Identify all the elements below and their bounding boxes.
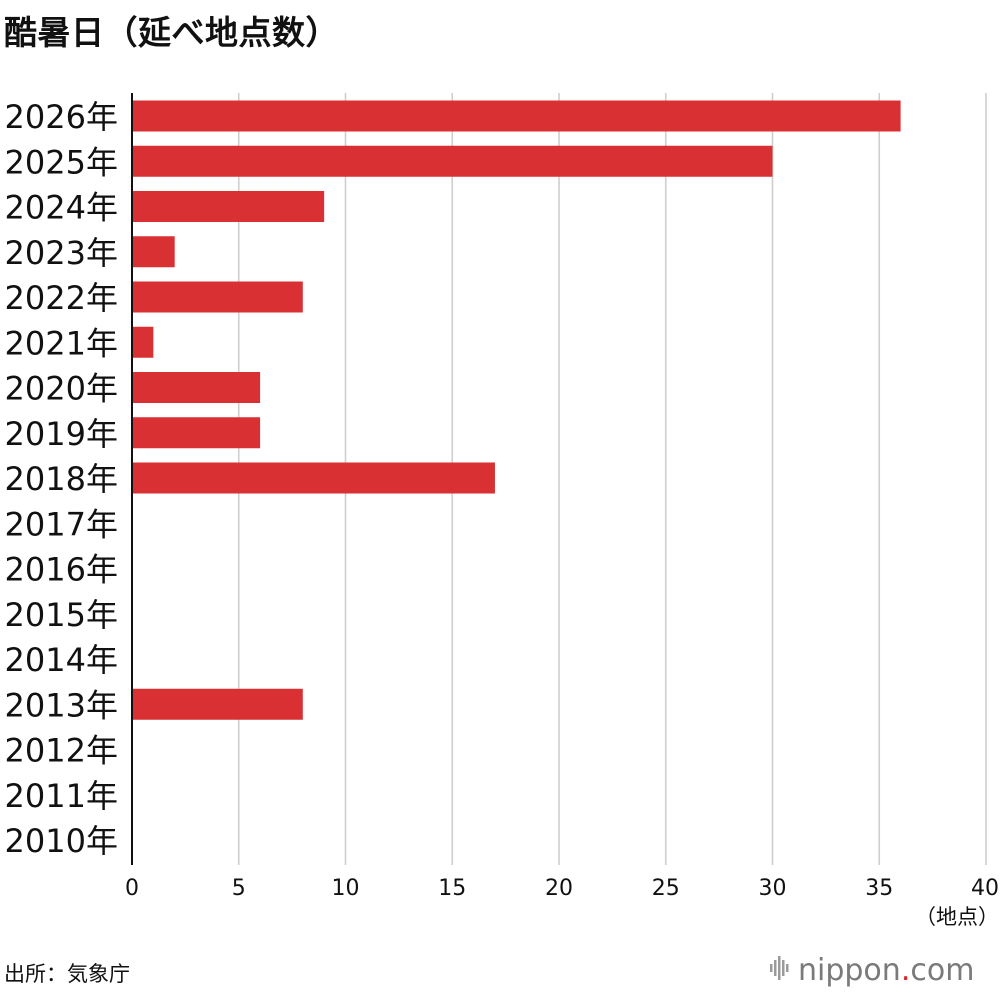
- bar: [132, 372, 261, 403]
- logo-dot: .: [900, 952, 911, 988]
- category-label: 2025年: [5, 143, 118, 181]
- category-label: 2015年: [5, 596, 118, 634]
- sound-wave-icon: [770, 955, 792, 985]
- nippon-logo[interactable]: nippon.com: [770, 950, 974, 990]
- x-tick-label: 0: [125, 876, 139, 901]
- x-tick-label: 5: [232, 876, 246, 901]
- bar: [132, 236, 175, 268]
- bar: [132, 100, 901, 132]
- category-label: 2019年: [5, 415, 118, 453]
- category-label: 2011年: [5, 777, 118, 815]
- x-tick-label: 20: [545, 876, 573, 901]
- category-label: 2021年: [5, 324, 118, 362]
- category-label: 2012年: [5, 732, 118, 770]
- category-label: 2016年: [5, 551, 118, 589]
- category-label: 2020年: [5, 370, 118, 408]
- x-tick-label: 40: [971, 876, 999, 901]
- bar: [132, 688, 303, 720]
- category-label: 2013年: [5, 686, 118, 724]
- x-tick-label: 25: [652, 876, 680, 901]
- bar: [132, 281, 303, 313]
- x-unit-label: （地点）: [915, 905, 999, 929]
- x-tick-label: 15: [438, 876, 466, 901]
- bar: [132, 326, 154, 358]
- logo-name: nippon: [798, 952, 901, 988]
- chart-title: 酷暑日（延べ地点数）: [4, 13, 339, 52]
- category-label: 2022年: [5, 279, 118, 317]
- category-label: 2018年: [5, 460, 118, 498]
- category-label: 2023年: [5, 234, 118, 272]
- x-tick-label: 35: [865, 876, 893, 901]
- logo-suffix: com: [910, 952, 975, 988]
- bar: [132, 145, 773, 177]
- category-label: 2014年: [5, 641, 118, 679]
- category-label: 2017年: [5, 505, 118, 543]
- category-label: 2024年: [5, 189, 118, 227]
- x-tick-label: 10: [332, 876, 360, 901]
- category-label: 2010年: [5, 822, 118, 860]
- x-tick-label: 30: [759, 876, 787, 901]
- category-label: 2026年: [5, 98, 118, 136]
- bar: [132, 462, 495, 494]
- source-note: 出所：気象庁: [4, 962, 130, 986]
- logo-text: nippon.com: [798, 953, 974, 988]
- bar: [132, 191, 325, 222]
- bar: [132, 417, 261, 449]
